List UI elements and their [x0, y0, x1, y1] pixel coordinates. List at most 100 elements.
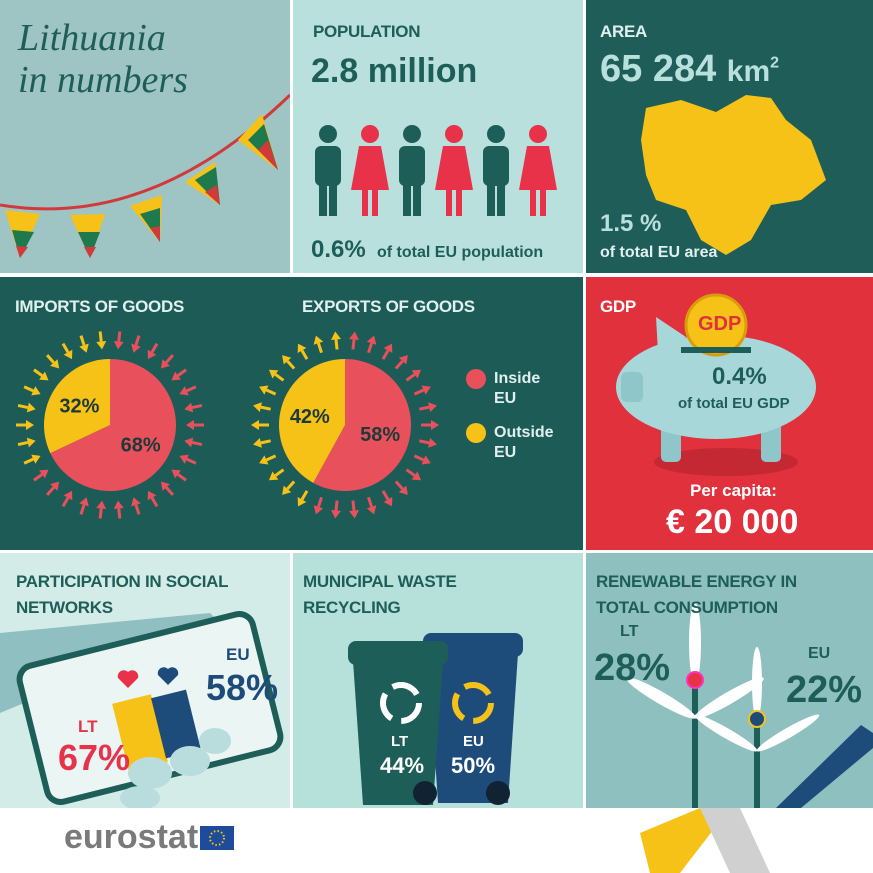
arrow-head: [50, 359, 60, 369]
arrow-head: [50, 481, 60, 491]
arrow-head: [421, 455, 431, 465]
arrow-shaft: [300, 490, 309, 501]
arrow-shaft: [17, 403, 29, 410]
value-label: 32%: [59, 396, 99, 418]
value-label: 68%: [121, 434, 161, 456]
arrow-shaft: [177, 368, 187, 377]
arrow-shaft: [17, 440, 29, 447]
title-line: in numbers: [18, 59, 188, 101]
footer-logo: eurostat: [64, 818, 199, 856]
value: 2.8 million: [311, 52, 478, 90]
arrow-head: [421, 385, 431, 395]
arrow-head: [383, 343, 393, 354]
arrow-head: [179, 386, 189, 396]
arrow-shaft: [45, 354, 55, 364]
gdp-cell: GDP GDP 0.4% of total EU GDP Per capita:…: [586, 277, 873, 550]
arrow-head: [171, 469, 181, 479]
lt-label: LT: [620, 623, 639, 640]
arrow-shaft: [419, 439, 430, 445]
arrow-shaft: [33, 473, 43, 482]
title-cell: Lithuania in numbers: [0, 0, 290, 273]
arrow-head: [282, 355, 292, 365]
people-icons: [315, 125, 557, 216]
per-capita-label: Per capita:: [690, 481, 777, 500]
arrow-shaft: [367, 496, 374, 508]
share: 1.5 %: [600, 210, 662, 237]
arrow-shaft: [419, 405, 430, 411]
arrow-shaft: [117, 331, 122, 342]
arrow-shaft: [286, 480, 296, 490]
arrows: [16, 331, 204, 519]
trade-charts: 68% 32% 58% 42%: [16, 331, 439, 519]
arrow-shaft: [150, 342, 159, 354]
arrow-head: [160, 359, 170, 369]
arrow-head: [184, 437, 194, 448]
label: AREA: [600, 22, 647, 41]
flags: [5, 114, 278, 258]
waste-cell: MUNICIPAL WASTE RECYCLING LT 44% EU 50%: [293, 553, 583, 808]
arrow-head: [297, 343, 307, 354]
pie-slice: [278, 359, 345, 483]
label: POPULATION: [313, 22, 421, 41]
legend-label: Inside EU: [494, 370, 541, 407]
title-line: Lithuania: [18, 17, 166, 59]
value-label: 58%: [360, 424, 400, 446]
arrow-head: [79, 497, 89, 507]
arrow-shaft: [117, 508, 122, 519]
arrow-shaft: [351, 339, 356, 350]
arrow-head: [253, 437, 262, 448]
trade-cell: 68% 32% 58% 42% IMPORTS OF GOODS EXPORTS OF…: [0, 277, 583, 550]
arrows: [251, 331, 439, 519]
arrow-head: [411, 369, 422, 379]
arrow-shaft: [367, 342, 374, 354]
arrow-head: [31, 454, 41, 464]
arrow-head: [147, 349, 157, 360]
arrow-head: [96, 340, 107, 350]
arrow-shaft: [260, 439, 271, 445]
eu-flag: [200, 826, 234, 850]
arrow-shaft: [98, 508, 103, 519]
share: 0.4%: [712, 363, 767, 390]
arrow-shaft: [265, 454, 277, 462]
title: MUNICIPAL WASTE RECYCLING: [303, 572, 457, 617]
arrow-head: [259, 385, 269, 395]
arrow-shaft: [381, 349, 390, 360]
unit: km: [726, 55, 771, 88]
arrow-shaft: [23, 385, 34, 393]
legend-item: Inside EU: [466, 369, 576, 409]
arrow-shaft: [260, 405, 271, 411]
arrow-shaft: [165, 486, 175, 496]
arrow-shaft: [405, 373, 416, 382]
pie-slice: [313, 359, 411, 491]
arrow-head: [179, 454, 189, 464]
arrow-shaft: [286, 360, 296, 370]
chart-title: EXPORTS OF GOODS: [302, 297, 475, 316]
arrow-head: [147, 490, 157, 501]
arrow-head: [113, 340, 124, 350]
legend: Inside EU Outside EU: [466, 369, 576, 477]
arrow-shaft: [79, 504, 86, 515]
arrow-head: [398, 355, 408, 365]
arrow-head: [398, 485, 408, 495]
arrow-shaft: [186, 457, 197, 465]
eu-value: 22%: [786, 669, 863, 711]
title: PARTICIPATION IN SOCIAL NETWORKS: [16, 572, 228, 617]
arrow-shaft: [98, 331, 103, 342]
value-label: 42%: [290, 406, 330, 428]
share-text: of total EU GDP: [678, 395, 790, 412]
arrow-shaft: [381, 490, 390, 501]
arrow-shaft: [274, 373, 285, 382]
arrow-shaft: [405, 468, 416, 477]
piggy-bank: [616, 293, 816, 476]
arrow-head: [331, 331, 341, 340]
legend-item: Outside EU: [466, 423, 576, 463]
share-text: of total EU area: [600, 244, 718, 261]
arrow-head: [63, 490, 73, 501]
arrow-shaft: [186, 385, 197, 393]
unit-power: 2: [770, 54, 780, 72]
lt-value: 67%: [58, 737, 131, 778]
arrow-head: [349, 510, 359, 519]
map: [641, 95, 826, 255]
eu-label: EU: [463, 733, 484, 750]
arrow-head: [186, 420, 194, 430]
